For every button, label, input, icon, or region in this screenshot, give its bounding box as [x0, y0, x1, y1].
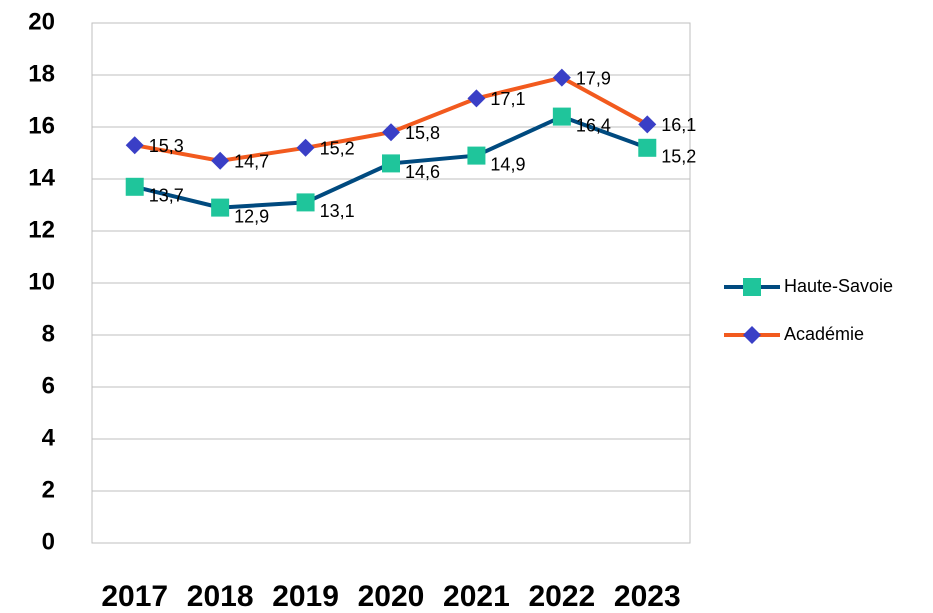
x-tick-label: 2021 [443, 580, 510, 613]
data-label: 17,1 [490, 89, 525, 109]
data-label: 13,7 [149, 186, 184, 206]
data-point [467, 89, 486, 108]
data-point [211, 151, 230, 170]
y-tick-label: 10 [28, 268, 55, 295]
y-tick-label: 16 [28, 112, 55, 139]
data-label: 15,2 [320, 139, 355, 159]
x-tick-label: 2023 [614, 580, 681, 613]
y-tick-label: 4 [42, 424, 56, 451]
data-label: 12,9 [234, 206, 269, 226]
data-label: 14,6 [405, 162, 440, 182]
data-label: 15,8 [405, 123, 440, 143]
data-point [638, 115, 657, 134]
data-label: 16,1 [661, 115, 696, 135]
legend-marker [743, 278, 761, 296]
x-tick-label: 2017 [101, 580, 168, 613]
y-tick-label: 12 [28, 216, 55, 243]
y-tick-label: 20 [28, 8, 55, 35]
data-point [211, 198, 230, 217]
data-label: 17,9 [576, 68, 611, 88]
data-label: 13,1 [320, 201, 355, 221]
x-tick-label: 2020 [358, 580, 425, 613]
y-tick-label: 0 [42, 528, 55, 555]
legend-label: Académie [784, 324, 864, 344]
data-point [552, 68, 571, 87]
y-tick-label: 14 [28, 164, 55, 191]
data-point [296, 193, 315, 212]
data-label: 16,4 [576, 115, 611, 135]
data-point [382, 123, 400, 142]
y-tick-label: 6 [42, 372, 55, 399]
y-tick-label: 8 [42, 320, 55, 347]
y-tick-label: 2 [42, 476, 55, 503]
data-point [467, 146, 486, 165]
data-point [552, 107, 571, 126]
y-tick-label: 18 [28, 60, 55, 87]
x-tick-label: 2019 [272, 580, 339, 613]
x-tick-label: 2022 [528, 580, 595, 613]
x-tick-label: 2018 [187, 580, 254, 613]
data-label: 15,3 [149, 136, 184, 156]
data-point [638, 138, 657, 157]
legend-label: Haute-Savoie [784, 276, 893, 296]
data-point [125, 177, 144, 196]
data-point [125, 136, 144, 155]
legend-marker [743, 326, 761, 344]
data-point [296, 138, 315, 157]
data-label: 15,2 [661, 147, 696, 167]
data-label: 14,9 [490, 154, 525, 174]
data-point [382, 154, 400, 173]
data-label: 14,7 [234, 152, 269, 172]
plot-border [91, 22, 691, 544]
